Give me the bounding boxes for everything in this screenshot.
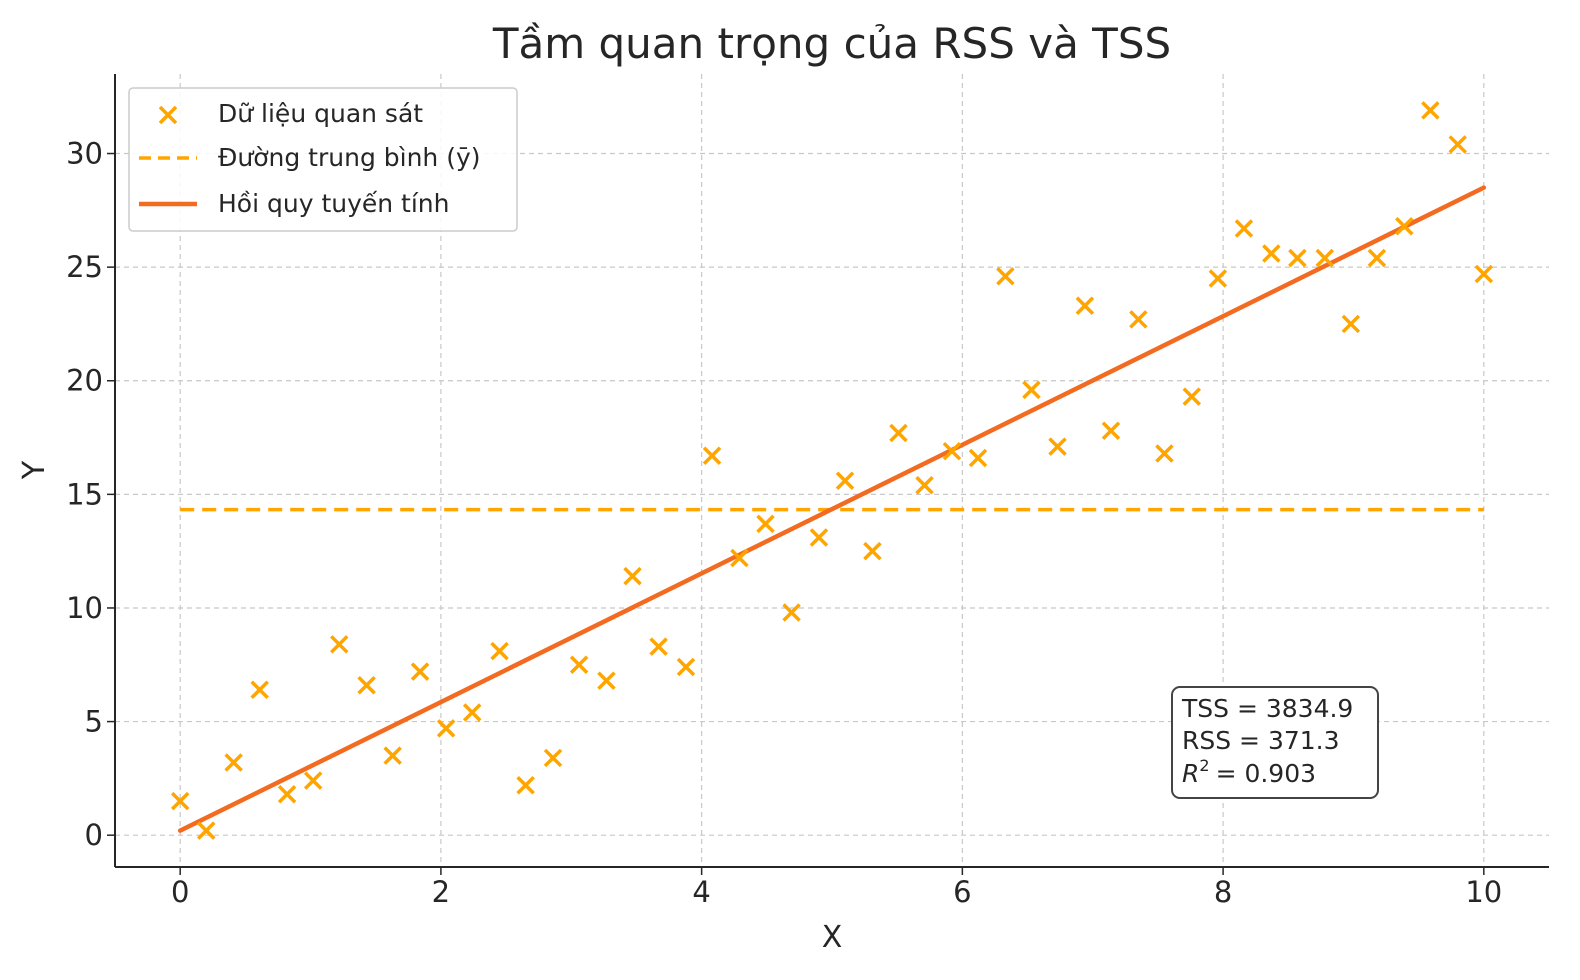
stats-box: TSS = 3834.9 RSS = 371.3 R2 = 0.903 — [1171, 686, 1379, 799]
data-point — [1448, 135, 1467, 154]
data-point — [1234, 219, 1254, 238]
data-point — [1075, 296, 1095, 316]
data-point — [835, 471, 855, 490]
legend-marker-scatter — [158, 105, 178, 125]
legend: Dữ liệu quan sát Đường trung bình (ȳ) Hồ… — [128, 87, 518, 232]
x-tick-label: 10 — [1465, 875, 1502, 909]
data-point — [996, 266, 1015, 286]
y-tick-label: 10 — [66, 591, 103, 625]
data-point — [357, 675, 376, 695]
x-ticks: 0 2 4 6 8 10 — [171, 867, 1502, 909]
data-point — [383, 746, 402, 765]
data-point — [490, 641, 509, 661]
data-point — [303, 771, 323, 790]
data-point — [329, 635, 349, 654]
data-point — [863, 541, 882, 561]
tss-label: TSS = 3834.9 — [1181, 694, 1353, 723]
data-point — [1262, 244, 1281, 263]
data-point — [277, 785, 297, 804]
data-point — [1474, 264, 1494, 284]
stats-box-border — [1171, 686, 1379, 799]
x-tick-label: 0 — [171, 875, 189, 909]
data-point — [1341, 314, 1361, 334]
x-tick-label: 8 — [1214, 875, 1232, 909]
regression-layer — [177, 185, 1487, 833]
data-point — [782, 603, 801, 622]
data-point — [968, 448, 988, 468]
data-point — [623, 566, 642, 586]
y-tick-label: 20 — [66, 364, 103, 398]
y-axis-label: Y — [17, 460, 52, 480]
data-point — [1208, 269, 1228, 288]
data-point — [1288, 248, 1307, 268]
data-point — [756, 514, 775, 534]
data-point — [942, 441, 962, 461]
data-point — [462, 703, 482, 722]
x-tick-label: 2 — [432, 875, 450, 909]
data-point — [410, 662, 430, 681]
data-point — [436, 719, 456, 738]
data-point — [1129, 310, 1148, 329]
data-point — [676, 657, 696, 677]
y-tick-label: 30 — [66, 137, 103, 171]
data-point — [809, 528, 829, 547]
data-point — [1048, 437, 1067, 456]
data-point — [730, 548, 749, 568]
legend-label-mean: Đường trung bình (ȳ) — [218, 143, 481, 172]
y-tick-label: 5 — [85, 705, 103, 739]
y-ticks: 0 5 10 15 20 25 30 — [66, 137, 115, 852]
rss-label: RSS = 371.3 — [1182, 726, 1340, 755]
data-point — [1101, 421, 1121, 440]
y-tick-label: 0 — [85, 818, 103, 852]
data-point — [649, 637, 668, 656]
data-point — [1367, 248, 1387, 268]
legend-label-regression: Hồi quy tuyến tính — [218, 189, 450, 218]
data-point — [1421, 101, 1440, 120]
data-point — [543, 748, 563, 768]
r-squared-label: R2 = 0.903 — [1182, 756, 1316, 788]
data-point — [170, 791, 190, 811]
data-point — [1155, 444, 1174, 463]
x-tick-label: 6 — [953, 875, 971, 909]
data-points — [170, 101, 1494, 840]
legend-box — [128, 87, 518, 232]
chart-title: Tầm quan trọng của RSS và TSS — [492, 19, 1171, 68]
data-point — [250, 680, 269, 700]
data-point — [516, 775, 535, 795]
y-tick-label: 15 — [66, 477, 103, 511]
data-point — [1182, 387, 1202, 406]
data-point — [597, 671, 616, 690]
x-tick-label: 4 — [692, 875, 710, 909]
legend-label-observed: Dữ liệu quan sát — [218, 99, 423, 128]
r-squared-value: = 0.903 — [1216, 759, 1316, 788]
data-point — [889, 423, 908, 443]
data-point — [1395, 217, 1414, 236]
data-point — [1315, 248, 1335, 268]
data-point — [197, 821, 216, 840]
regression-line — [177, 185, 1487, 833]
x-axis-label: X — [822, 920, 843, 955]
y-tick-label: 25 — [66, 250, 103, 284]
axes — [114, 74, 1549, 868]
data-point — [569, 655, 589, 675]
data-point — [224, 753, 243, 772]
data-point — [702, 446, 722, 465]
data-point — [1022, 380, 1041, 400]
data-point — [915, 476, 934, 495]
